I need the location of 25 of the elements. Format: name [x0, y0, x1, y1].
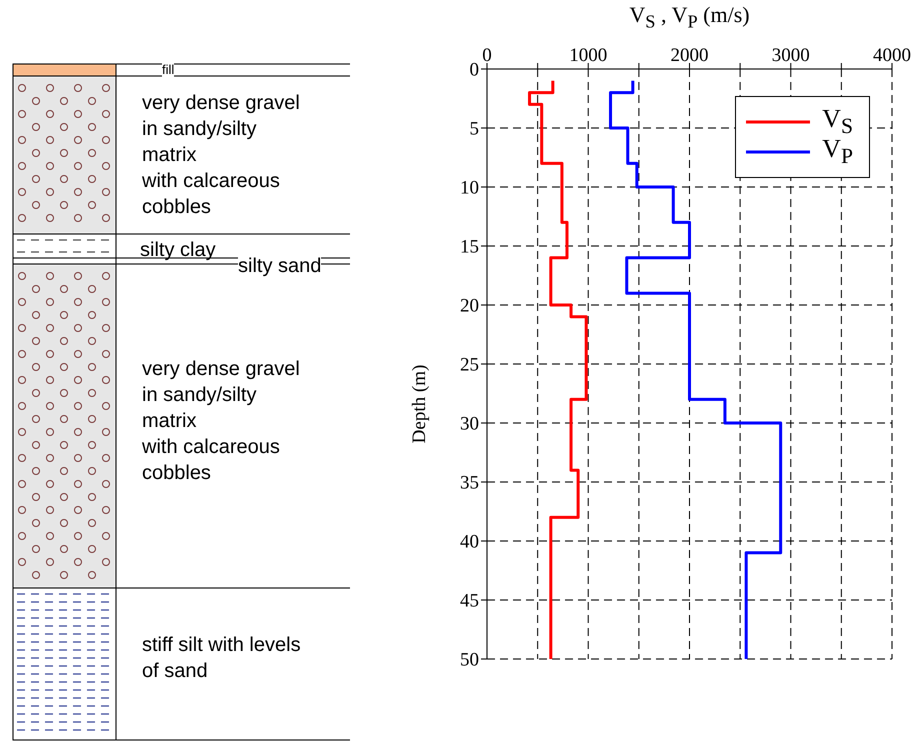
y-axis-title: Depth (m): [409, 364, 431, 446]
y-tick-label: 5: [470, 118, 479, 140]
text: very dense gravel in sandy/silty matrix with calcareous cobbles: [142, 91, 300, 220]
y-tick-label: 30: [460, 414, 479, 435]
y-tick-label: 0: [470, 60, 479, 81]
text: very dense gravel in sandy/silty matrix with calcareous cobbles: [142, 357, 300, 486]
x-axis-title: V$_{S}$ , V$_{P}$ (m/s): [628, 2, 751, 32]
y-tick-label: 35: [460, 472, 479, 494]
y-tick-label: 50: [460, 650, 479, 671]
text: stiff silt with levels of sand: [142, 633, 301, 684]
text: fill: [162, 62, 174, 77]
x-tick-label: 4000: [873, 45, 911, 66]
x-tick-label: 2000: [670, 45, 708, 66]
y-tick-label: 25: [460, 354, 479, 376]
y-tick-label: 15: [460, 236, 479, 258]
line-series: [528, 79, 588, 659]
y-tick-label: 10: [460, 178, 479, 199]
x-tick-label: 3000: [772, 45, 810, 66]
y-tick-label: 20: [460, 296, 479, 317]
y-tick-label: 45: [460, 590, 479, 612]
text: silty clay: [140, 238, 216, 263]
y-tick-label: 40: [460, 532, 479, 553]
line-series: [609, 79, 782, 659]
x-tick-label: 1000: [569, 45, 608, 66]
text: silty sand: [238, 253, 322, 279]
